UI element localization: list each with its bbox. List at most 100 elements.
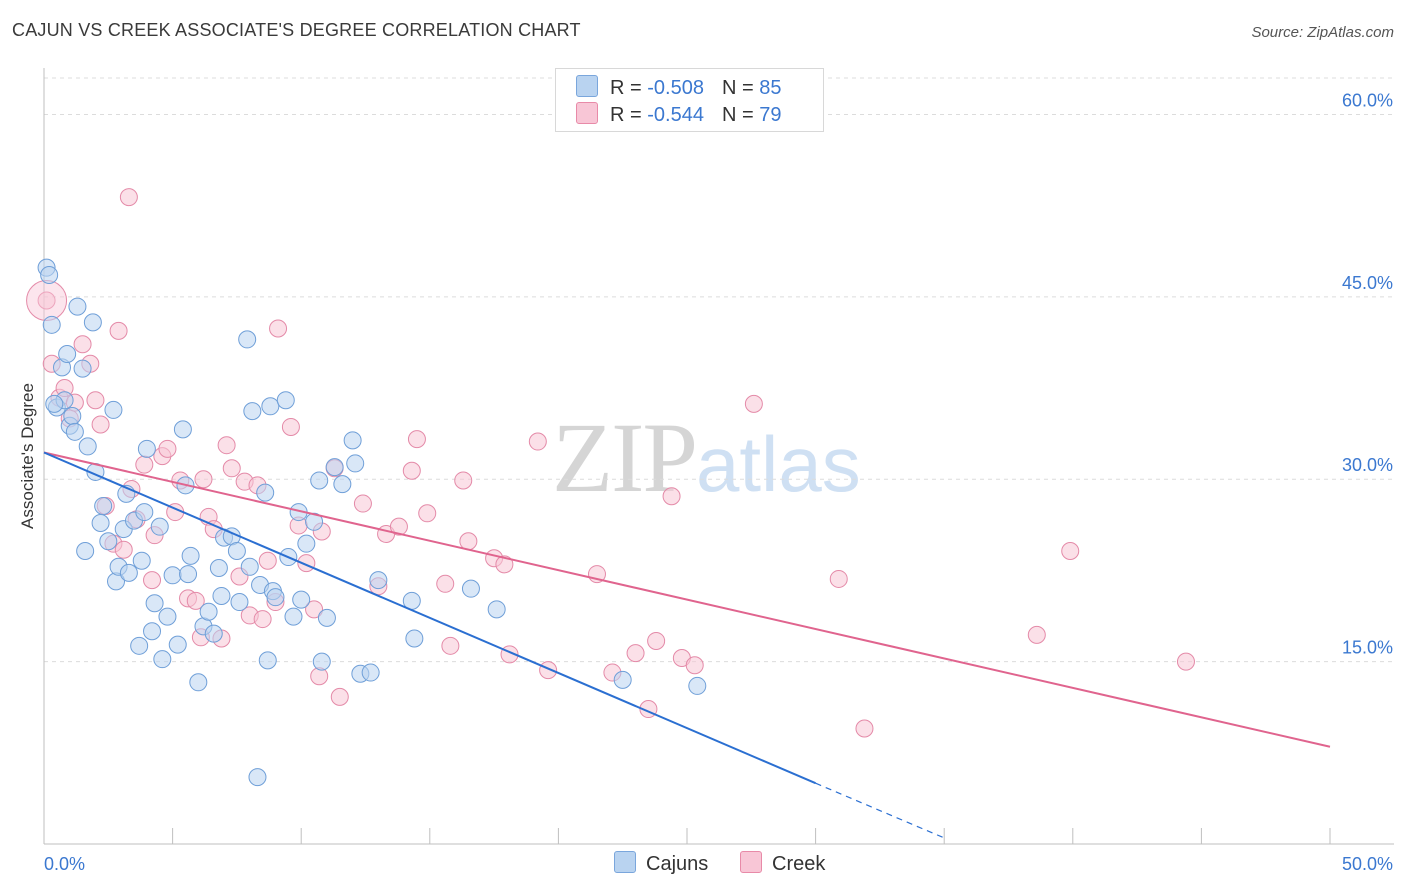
creek-point: [119, 188, 138, 207]
creek-point: [626, 644, 645, 663]
creek-point: [305, 600, 324, 619]
trend-lines: [43, 451, 1331, 839]
creek-point: [114, 540, 133, 559]
cajun-point: [688, 676, 707, 695]
tick-labels: 15.0% 30.0% 45.0% 60.0% 0.0% 50.0%: [44, 90, 1393, 874]
legend-row-cajuns: R = -0.508 N = 85: [576, 75, 781, 99]
cajun-point: [91, 514, 110, 533]
creek-swatch: [740, 851, 762, 873]
cajun-point: [317, 608, 336, 627]
y-tick-label: 15.0%: [1342, 638, 1393, 658]
creek-point: [91, 415, 110, 434]
creek-points: [26, 188, 1195, 738]
cajun-point: [230, 593, 249, 612]
creek-point: [186, 591, 205, 610]
cajun-point: [68, 297, 87, 316]
creek-swatch: [576, 102, 598, 124]
creek-point: [459, 532, 478, 551]
creek-point: [662, 487, 681, 506]
cajun-point: [153, 650, 172, 669]
creek-point: [528, 432, 547, 451]
chart-title: CAJUN VS CREEK ASSOCIATE'S DEGREE CORREL…: [12, 20, 581, 40]
creek-point: [269, 319, 288, 338]
cajun-point: [209, 558, 228, 577]
cajun-point: [240, 557, 259, 576]
cajun-swatch: [614, 851, 636, 873]
legend-n-value: 79: [759, 104, 782, 126]
cajun-point: [256, 483, 275, 502]
creek-point: [402, 461, 421, 480]
cajun-point: [40, 265, 59, 284]
creek-point: [135, 455, 154, 474]
creek-point: [685, 656, 704, 675]
creek-point: [418, 504, 437, 523]
creek-point: [73, 335, 92, 354]
axes-layer: [43, 68, 1394, 845]
cajun-point: [361, 663, 380, 682]
cajun-point: [132, 551, 151, 570]
x-tick-label: 50.0%: [1342, 854, 1393, 874]
cajun-point: [343, 431, 362, 450]
cajun-point: [143, 622, 162, 641]
creek-point-large: [26, 280, 68, 322]
cajun-point: [94, 496, 113, 515]
cajun-point: [73, 359, 92, 378]
cajun-point: [158, 607, 177, 626]
cajun-point: [42, 315, 61, 334]
creek-point: [389, 517, 408, 536]
legend-r-label: R =: [610, 104, 648, 126]
cajun-point: [58, 345, 77, 364]
cajun-point: [613, 670, 632, 689]
cajun-point: [130, 636, 149, 655]
cajun-point: [76, 541, 95, 560]
cajun-point: [173, 420, 192, 439]
creek-point: [158, 439, 177, 458]
creek-point: [310, 667, 329, 686]
y-axis-label: Associate's Degree: [18, 383, 37, 529]
cajun-point: [266, 588, 285, 607]
cajun-point: [405, 629, 424, 648]
cajun-point: [369, 571, 388, 590]
bottom-legend-creek: Creek: [740, 851, 825, 877]
cajun-point: [145, 594, 164, 613]
creek-point: [829, 569, 848, 588]
cajun-point: [78, 437, 97, 456]
legend-r-value: -0.508: [647, 77, 704, 99]
cajun-point: [325, 458, 344, 477]
cajun-point: [284, 607, 303, 626]
cajun-point: [168, 635, 187, 654]
cajun-point: [119, 563, 138, 582]
y-tick-label: 45.0%: [1342, 273, 1393, 293]
cajun-point: [310, 471, 329, 490]
cajun-point: [63, 407, 82, 426]
creek-point: [143, 571, 162, 590]
creek-point: [194, 470, 213, 489]
cajun-point: [333, 475, 352, 494]
cajun-point: [258, 651, 277, 670]
creek-point: [330, 687, 349, 706]
cajun-point: [45, 394, 64, 413]
cajun-point: [297, 534, 316, 553]
cajun-point: [189, 673, 208, 692]
y-tick-label: 60.0%: [1342, 90, 1393, 110]
creek-point: [281, 417, 300, 436]
cajun-point: [104, 400, 123, 419]
creek-point: [407, 430, 426, 449]
legend-box: R = -0.508 N = 85 R = -0.544 N = 79: [555, 68, 824, 132]
cajun-trend-line: [43, 451, 816, 785]
cajun-point: [238, 330, 257, 349]
legend-r-label: R =: [610, 77, 648, 99]
creek-trend-line: [43, 451, 1331, 748]
legend-n-label: N =: [721, 104, 760, 126]
cajun-point: [179, 565, 198, 584]
legend-n-value: 85: [759, 77, 782, 99]
cajun-point: [243, 402, 262, 421]
creek-point: [253, 610, 272, 629]
creek-point: [436, 574, 455, 593]
creek-point: [495, 555, 514, 574]
cajun-point: [292, 590, 311, 609]
creek-point: [454, 471, 473, 490]
legend-label-creek: Creek: [772, 853, 826, 875]
x-tick-label: 0.0%: [44, 854, 85, 874]
cajun-point: [135, 503, 154, 522]
